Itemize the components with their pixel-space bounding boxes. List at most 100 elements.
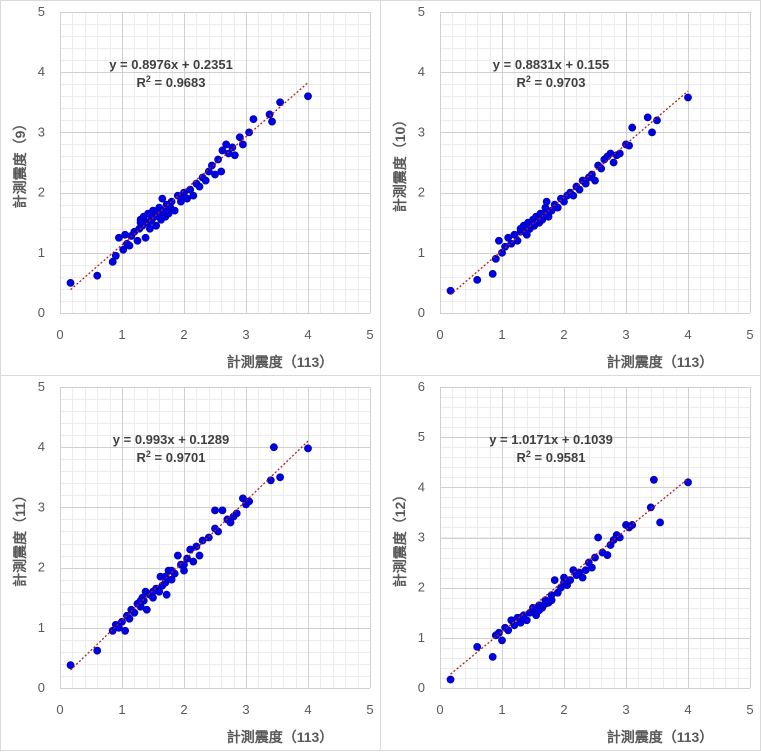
data-point (149, 587, 157, 596)
y-tick-label: 4 (418, 479, 425, 494)
trendline-equation: y = 0.8831x + 0.155 (493, 57, 609, 72)
scatter-panel-9: 0 1 2 3 4 5 0 1 2 3 4 5 計測震度（113） 計測震度（9） y = 0.8976x … (0, 0, 381, 376)
data-point (228, 143, 237, 152)
data-point (176, 197, 185, 206)
data-point (269, 443, 278, 452)
data-point (180, 191, 188, 200)
data-point (513, 236, 522, 245)
major-gridlines (60, 387, 371, 689)
data-point (214, 527, 222, 536)
data-point (155, 212, 164, 221)
scatter-svg: 0 1 2 3 4 5 0 1 2 3 4 5 計測震度（113） 計測震度（11） y = 0.993x … (12, 379, 374, 745)
trendline (450, 90, 689, 296)
data-point (125, 614, 134, 623)
x-tick-label: 2 (180, 327, 187, 342)
y-tick-label: 5 (418, 4, 425, 19)
y-tick-label: 6 (418, 379, 425, 394)
data-point (186, 545, 195, 554)
data-point (504, 233, 513, 242)
data-point (145, 217, 154, 226)
y-tick-label: 5 (38, 4, 45, 19)
x-tick-label: 4 (304, 702, 311, 717)
data-point (575, 185, 584, 194)
data-point (304, 92, 312, 101)
data-point (504, 626, 513, 635)
data-point (235, 133, 244, 142)
data-point (535, 606, 544, 615)
scatter-svg: 0 1 2 3 4 5 0 1 2 3 4 5 計測震度（113） 計測震度（10） y = 0.8831x… (392, 4, 754, 370)
y-tick-label: 1 (418, 245, 425, 260)
data-point (591, 176, 599, 185)
data-point (133, 236, 142, 245)
x-tick-label: 5 (746, 702, 753, 717)
y-tick-label: 0 (418, 680, 425, 695)
scatter-svg: 0 1 2 3 4 5 0 1 2 3 4 5 計測震度（113） 計測震度（9） y = 0.8976x … (12, 4, 374, 370)
data-point (656, 518, 664, 527)
y-tick-label: 2 (38, 185, 45, 200)
data-point (218, 146, 227, 155)
y-tick-label: 1 (38, 620, 45, 635)
data-point (569, 191, 578, 200)
major-gridlines (60, 12, 371, 314)
data-point (189, 557, 198, 566)
data-point (594, 533, 602, 542)
data-point (550, 576, 559, 585)
x-tick-label: 4 (684, 702, 691, 717)
data-point (473, 275, 482, 284)
data-point (578, 573, 587, 582)
data-points (66, 443, 312, 670)
trendline (70, 440, 309, 671)
data-point (268, 117, 276, 126)
data-point (125, 241, 134, 250)
trendline-equation: y = 0.8976x + 0.2351 (109, 57, 233, 72)
x-tick-label: 1 (498, 702, 505, 717)
data-point (204, 533, 213, 542)
data-point (542, 197, 551, 206)
data-point (66, 278, 75, 287)
scatter-svg: 0 1 2 3 4 5 0 1 2 3 4 5 6 計測震度（113） 計測震度（12） y = 1.0171… (392, 379, 754, 745)
x-tick-label: 0 (56, 327, 63, 342)
data-point (245, 128, 253, 137)
trendline-equation: y = 1.0171x + 0.1039 (489, 432, 613, 447)
trendline (450, 478, 689, 675)
data-point (238, 140, 247, 149)
scatter-panel-10: 0 1 2 3 4 5 0 1 2 3 4 5 計測震度（113） 計測震度（10） y = 0.8831x… (380, 0, 761, 376)
data-point (108, 257, 117, 266)
scatter-panel-11: 0 1 2 3 4 5 0 1 2 3 4 5 計測震度（113） 計測震度（11） y = 0.993x … (0, 375, 381, 751)
data-point (446, 675, 455, 684)
data-point (136, 596, 145, 605)
data-point (648, 128, 656, 137)
y-tick-label: 0 (418, 305, 425, 320)
y-axis-title: 計測震度（9） (12, 117, 28, 209)
y-tick-label: 2 (38, 560, 45, 575)
data-point (516, 224, 525, 233)
data-point (230, 151, 239, 160)
x-tick-label: 2 (560, 702, 567, 717)
data-point (218, 506, 227, 515)
data-point (498, 248, 506, 257)
data-point (560, 578, 568, 587)
data-point (232, 509, 241, 518)
data-point (217, 167, 226, 176)
data-point (628, 521, 637, 529)
trendline (70, 82, 309, 291)
data-point (547, 596, 556, 605)
data-point (141, 233, 150, 242)
data-point (186, 185, 195, 194)
data-point (158, 194, 167, 203)
data-point (162, 590, 171, 599)
r-squared-label: R2 = 0.9703 (517, 74, 586, 90)
x-tick-label: 3 (622, 702, 629, 717)
data-point (516, 613, 525, 622)
data-points (66, 92, 312, 287)
x-tick-label: 1 (118, 327, 125, 342)
x-tick-label: 0 (436, 327, 443, 342)
data-point (170, 206, 179, 215)
x-axis-title: 計測震度（113） (227, 729, 334, 745)
data-point (304, 444, 312, 453)
data-point (587, 563, 596, 572)
x-tick-label: 4 (304, 327, 311, 342)
data-point (192, 542, 201, 551)
data-point (498, 636, 506, 645)
x-tick-label: 0 (436, 702, 443, 717)
